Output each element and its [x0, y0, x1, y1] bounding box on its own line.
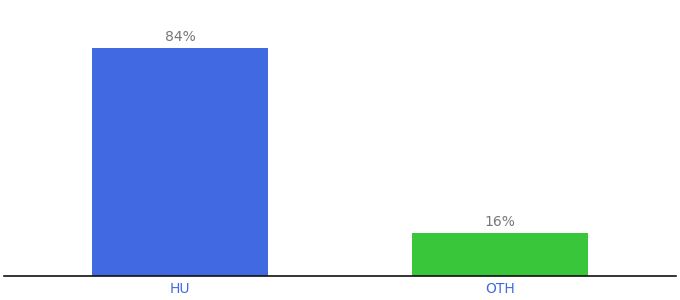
Text: 84%: 84% — [165, 30, 195, 44]
Text: 16%: 16% — [484, 215, 515, 229]
Bar — [412, 233, 588, 276]
Bar — [92, 48, 268, 276]
